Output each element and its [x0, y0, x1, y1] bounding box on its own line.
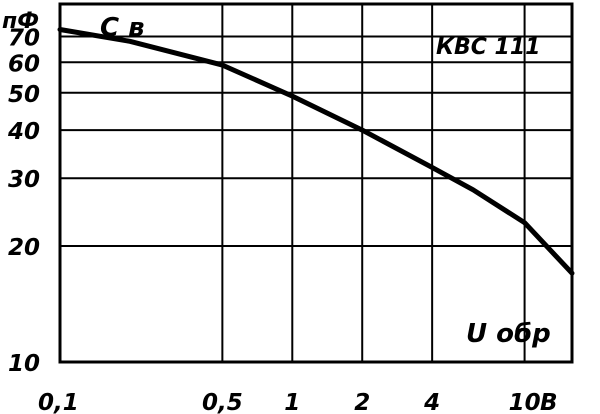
y-tick-label: 20 — [8, 235, 40, 261]
y-tick-label: 70 — [8, 25, 40, 51]
capacitance-curve — [57, 27, 575, 276]
y-tick-label: 10 — [8, 351, 40, 377]
y-axis-label: С в — [100, 13, 145, 43]
x-tick-label: 4 — [423, 390, 440, 414]
y-unit-label: пФ — [2, 9, 39, 34]
grid — [60, 4, 572, 362]
plot-frame — [58, 2, 574, 364]
y-tick-label: 30 — [8, 167, 40, 193]
y-tick-label: 60 — [8, 51, 40, 77]
x-tick-label: 10 — [509, 390, 541, 414]
x-tick-label: 1 — [284, 390, 300, 414]
y-tick-label: 40 — [7, 119, 40, 145]
x-axis-label: U обр — [466, 319, 551, 349]
x-tick-label: 0,5 — [202, 390, 243, 414]
curve-layer — [57, 27, 575, 276]
x-tick-label: 2 — [354, 390, 370, 414]
chart-title: КВС 111 — [436, 35, 540, 60]
x-tick-label: 0,1 — [38, 390, 79, 414]
y-tick-label: 50 — [8, 82, 40, 108]
x-unit-label: В — [540, 390, 558, 414]
